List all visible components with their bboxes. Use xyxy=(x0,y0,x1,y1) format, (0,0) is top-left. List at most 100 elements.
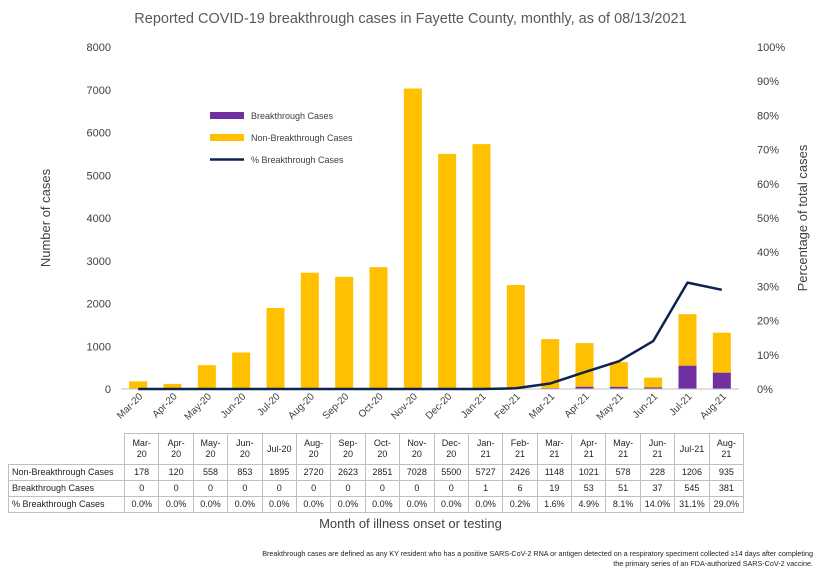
table-cell: 853 xyxy=(227,464,263,481)
y2-tick-label: 0% xyxy=(757,384,773,396)
bar-non-breakthrough xyxy=(403,88,422,389)
bar-non-breakthrough xyxy=(678,314,697,366)
bar-breakthrough xyxy=(644,387,663,389)
table-cell: 0.0% xyxy=(227,496,263,513)
table-cell: 1895 xyxy=(261,464,297,481)
y-tick-label: 4000 xyxy=(87,213,111,225)
bar-non-breakthrough xyxy=(575,343,594,387)
y2-tick-label: 40% xyxy=(757,247,779,259)
table-header-cell: Apr- 20 xyxy=(158,433,194,465)
table-cell: 0 xyxy=(399,480,435,497)
table-header-cell: Jun- 21 xyxy=(639,433,676,465)
legend-label-non-breakthrough: Non-Breakthrough Cases xyxy=(251,133,353,143)
table-header-cell: Aug- 20 xyxy=(295,433,332,465)
table-cell: 1021 xyxy=(571,464,607,481)
x-tick-label: Nov-20 xyxy=(389,391,420,422)
bar-breakthrough xyxy=(678,365,697,389)
table-cell: 4.9% xyxy=(571,496,607,513)
bar-non-breakthrough xyxy=(644,377,663,388)
bar-non-breakthrough xyxy=(541,339,560,389)
y2-tick-label: 30% xyxy=(757,281,779,293)
bar-breakthrough xyxy=(575,386,594,389)
table-cell: 0 xyxy=(123,480,160,497)
table-cell: 545 xyxy=(674,480,710,497)
table-cell: 2851 xyxy=(364,464,401,481)
table-cell: 558 xyxy=(192,464,229,481)
y2-tick-label: 50% xyxy=(757,213,779,225)
table-header-cell: May- 20 xyxy=(192,433,229,465)
y2-tick-label: 90% xyxy=(757,76,779,88)
table-header-row: Mar- 20 Apr- 20 May- 20 Jun- 20 Jul-20 Aug- 20 Sep-… xyxy=(9,433,745,465)
table-cell: 2720 xyxy=(295,464,332,481)
y2-tick-label: 10% xyxy=(757,350,779,362)
table-header-cell: Jan- 21 xyxy=(467,433,504,465)
table-cell: 0.0% xyxy=(123,496,160,513)
table-cell: 0.0% xyxy=(261,496,297,513)
bar-non-breakthrough xyxy=(335,276,354,389)
legend-swatch-breakthrough xyxy=(210,112,244,119)
y-tick-label: 2000 xyxy=(87,299,111,311)
legend-swatch-non-breakthrough xyxy=(210,134,244,141)
bar-breakthrough xyxy=(712,372,731,389)
table-cell: 8.1% xyxy=(605,496,641,513)
table-cell: 0 xyxy=(433,480,469,497)
table-cell: 0.0% xyxy=(158,496,194,513)
y2-tick-label: 100% xyxy=(757,42,785,54)
table-cell: 1206 xyxy=(674,464,710,481)
x-tick-label: Jul-20 xyxy=(256,391,283,418)
table-row-label: Breakthrough Cases xyxy=(8,480,125,497)
x-tick-label: Oct-20 xyxy=(357,391,386,420)
x-tick-label: May-21 xyxy=(595,391,627,423)
table-cell: 0.0% xyxy=(192,496,229,513)
x-tick-label: Mar-21 xyxy=(527,391,557,421)
bar-breakthrough xyxy=(609,386,628,389)
table-header-cell: Oct- 20 xyxy=(364,433,401,465)
table-header-cell: Nov- 20 xyxy=(399,433,435,465)
x-tick-label: May-20 xyxy=(183,391,215,423)
bar-non-breakthrough xyxy=(232,352,251,389)
table-header-cell: Jun- 20 xyxy=(227,433,263,465)
footnote: Breakthrough cases are defined as any KY… xyxy=(262,549,813,568)
table-cell: 29.0% xyxy=(708,496,745,513)
table-header-cell: Mar- 20 xyxy=(123,433,160,465)
x-tick-label: Apr-21 xyxy=(563,391,592,420)
y2-tick-label: 60% xyxy=(757,179,779,191)
bar-non-breakthrough xyxy=(438,153,457,389)
bar-non-breakthrough xyxy=(472,144,491,389)
table-cell: 6 xyxy=(502,480,538,497)
table-cell: 0.0% xyxy=(295,496,332,513)
table-row: % Breakthrough Cases 0.0% 0.0% 0.0% 0.0% 0.0%… xyxy=(8,496,745,513)
chart-plot: 0 1000 2000 3000 4000 5000 6000 7000 8000 0% 10% 20… xyxy=(38,42,810,423)
table-row-label: Non-Breakthrough Cases xyxy=(8,464,125,481)
table-cell: 51 xyxy=(605,480,641,497)
legend-label-breakthrough: Breakthrough Cases xyxy=(251,111,334,121)
table-cell: 37 xyxy=(639,480,676,497)
x-tick-label: Sep-20 xyxy=(321,391,352,422)
bar-non-breakthrough xyxy=(266,307,285,389)
x-tick-label: Apr-20 xyxy=(151,391,180,420)
table-cell: 0.0% xyxy=(364,496,401,513)
table-cell: 228 xyxy=(639,464,676,481)
table-cell: 0 xyxy=(330,480,366,497)
table-cell: 0.2% xyxy=(502,496,538,513)
table-cell: 1148 xyxy=(536,464,573,481)
table-row: Breakthrough Cases 0 0 0 0 0 0 0 0 0 0 1 6 19 53 51 37 54… xyxy=(8,480,745,497)
table-cell: 53 xyxy=(571,480,607,497)
table-cell: 2426 xyxy=(502,464,538,481)
table-cell: 0 xyxy=(364,480,401,497)
x-tick-label: Feb-21 xyxy=(493,391,523,421)
table-header-cell: May- 21 xyxy=(605,433,641,465)
table-cell: 0.0% xyxy=(467,496,504,513)
table-cell: 1.6% xyxy=(536,496,573,513)
table-cell: 0 xyxy=(261,480,297,497)
x-tick-label: Jun-20 xyxy=(219,391,249,421)
bar-non-breakthrough xyxy=(609,362,628,387)
table-cell: 0 xyxy=(158,480,194,497)
x-tick-label: Dec-20 xyxy=(424,391,455,422)
bar-non-breakthrough xyxy=(197,365,216,389)
x-tick-label: Jan-21 xyxy=(459,391,489,421)
table-cell: 120 xyxy=(158,464,194,481)
y-tick-label: 6000 xyxy=(87,128,111,140)
x-tick-label: Aug-20 xyxy=(286,391,317,422)
table-cell: 7028 xyxy=(399,464,435,481)
